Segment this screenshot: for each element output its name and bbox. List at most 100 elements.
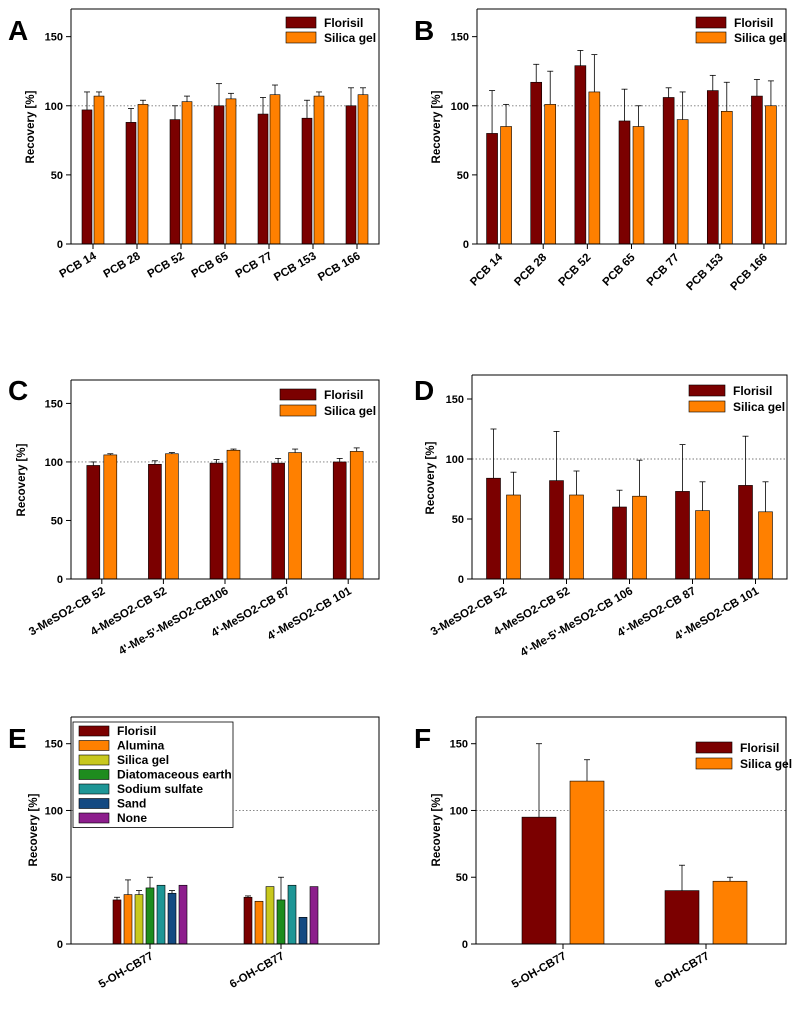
y-axis-label: Recovery [%] (425, 441, 437, 514)
y-axis-label: Recovery [%] (16, 443, 28, 516)
bar (123, 894, 133, 945)
y-tick-label: 100 (450, 805, 468, 817)
legend-swatch (695, 31, 727, 44)
bar (167, 892, 177, 945)
legend-label: Silica gel (324, 404, 376, 418)
bar (313, 95, 325, 245)
legend-label: Florisil (324, 16, 363, 30)
x-tick-label: PCB 77 (234, 250, 275, 281)
bar (569, 780, 605, 945)
bar (521, 816, 557, 945)
panel-letter: C (8, 375, 28, 406)
bar (165, 453, 179, 580)
panel-letter: A (8, 15, 28, 46)
y-tick-label: 50 (456, 872, 468, 884)
bar (156, 884, 166, 945)
bar (178, 884, 188, 945)
plot-frame (70, 8, 380, 245)
x-tick-label: PCB 166 (316, 250, 362, 284)
y-tick-label: 0 (57, 574, 63, 586)
bar (357, 94, 369, 245)
bar (269, 94, 281, 245)
legend-swatch (695, 16, 727, 29)
y-tick-label: 150 (45, 398, 63, 410)
bar (695, 510, 710, 580)
bar (271, 462, 285, 580)
legend-swatch (285, 31, 317, 44)
y-tick-label: 150 (446, 394, 464, 406)
bar (632, 495, 647, 580)
bar (257, 113, 269, 245)
bar (632, 126, 645, 245)
bar (265, 886, 275, 945)
x-tick-label: PCB 52 (146, 250, 187, 281)
legend-swatch (695, 741, 733, 754)
bar (332, 461, 347, 580)
y-tick-label: 50 (51, 170, 63, 182)
bar (500, 126, 512, 245)
bar (676, 119, 689, 245)
y-tick-label: 100 (45, 101, 63, 113)
bar (486, 133, 498, 245)
bar (549, 480, 564, 580)
plot-frame (471, 374, 788, 580)
bar (751, 95, 763, 245)
x-tick-label: PCB 77 (645, 252, 682, 289)
x-tick-label: 4'-Me-5'-MeSO2-CB 106 (519, 585, 635, 659)
legend-swatch (688, 400, 726, 413)
bar (588, 91, 601, 245)
bar (738, 485, 753, 580)
bar (93, 95, 105, 245)
bar (720, 110, 733, 245)
y-tick-label: 0 (462, 939, 468, 951)
x-tick-label: PCB 153 (684, 252, 725, 293)
bar (345, 105, 357, 245)
legend-swatch (78, 798, 110, 809)
y-tick-label: 50 (452, 514, 464, 526)
bar (148, 463, 162, 580)
y-axis-label: Recovery [%] (431, 793, 443, 866)
legend-label: Florisil (733, 384, 772, 398)
panel-letter: F (414, 723, 431, 754)
y-tick-label: 50 (457, 170, 469, 182)
panel-letter: D (414, 375, 434, 406)
bar (225, 98, 237, 245)
y-axis-label: Recovery [%] (431, 90, 443, 163)
y-tick-label: 50 (51, 515, 63, 527)
legend-swatch (78, 754, 110, 766)
bar (213, 105, 225, 245)
y-tick-label: 100 (45, 805, 63, 817)
x-tick-label: PCB 65 (601, 251, 638, 288)
bar (276, 899, 286, 945)
x-tick-label: PCB 28 (102, 250, 143, 281)
bar (86, 465, 101, 580)
x-tick-label: PCB 28 (512, 251, 549, 288)
y-tick-label: 150 (45, 32, 63, 44)
x-tick-label: PCB 14 (468, 251, 505, 288)
bar (243, 896, 253, 945)
bar (181, 101, 193, 245)
bar (137, 104, 149, 245)
legend-label: Sodium sulfate (117, 782, 203, 796)
y-axis-label: Recovery [%] (28, 793, 40, 866)
panel-letter: E (8, 723, 27, 754)
bar (758, 511, 773, 580)
x-tick-label: PCB 166 (729, 252, 770, 293)
bar (574, 65, 587, 245)
panel-e: E Recovery [%] 0 50 100 150 5-OH-CB77 6-OH-CB77… (8, 716, 380, 991)
legend-label: Silica gel (117, 753, 169, 767)
legend-swatch (279, 404, 317, 417)
bar (662, 97, 675, 245)
bar (706, 90, 719, 245)
x-tick-label: 4'-Me-5'-MeSO2-CB106 (117, 585, 231, 658)
x-tick-label: 5-OH-CB77 (97, 950, 156, 991)
legend-label: Silica gel (734, 31, 786, 45)
bar (506, 494, 521, 580)
